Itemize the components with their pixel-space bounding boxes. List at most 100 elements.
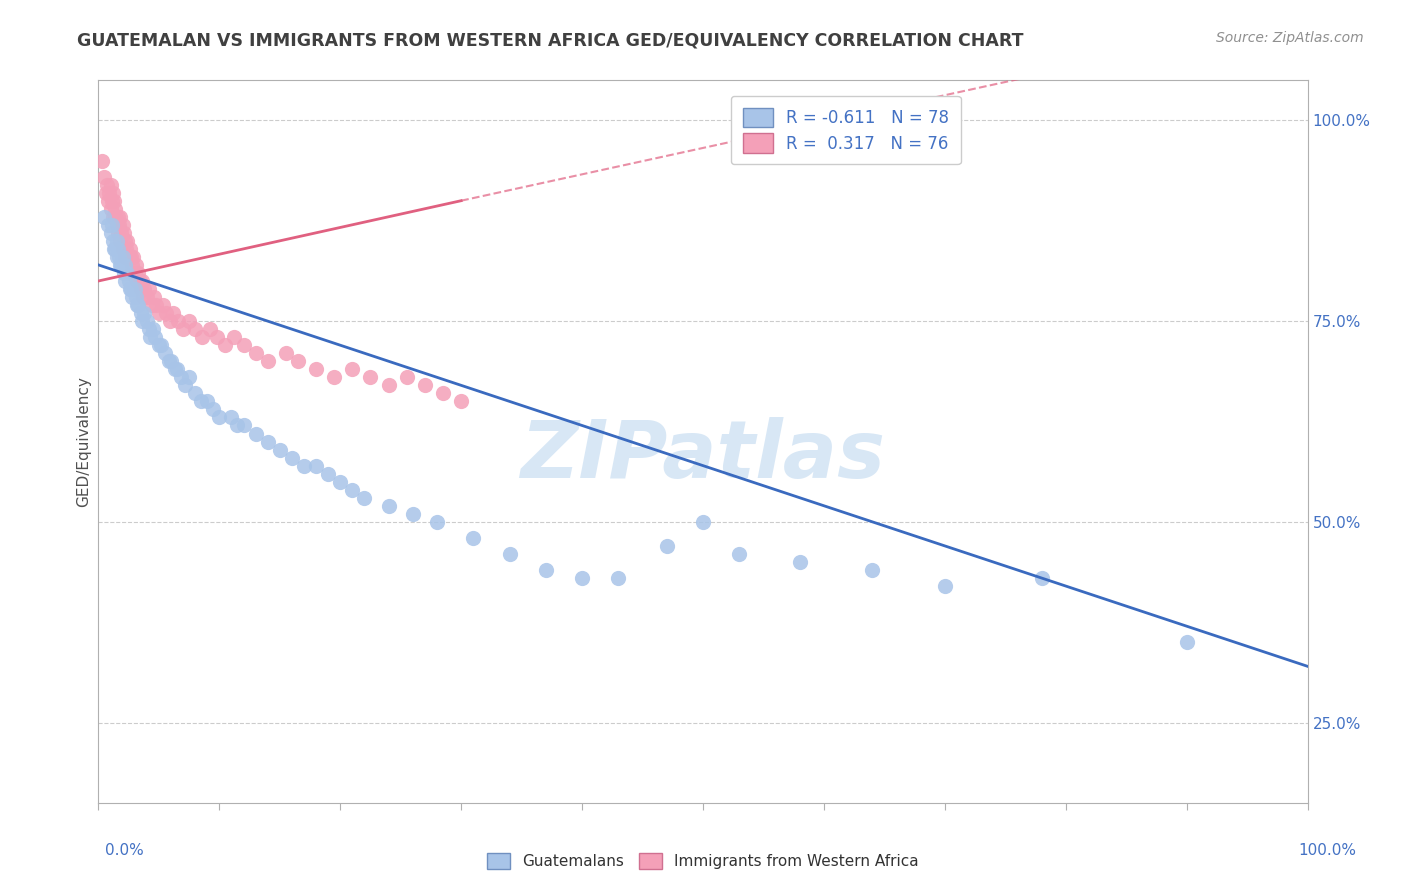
Point [110,258,132,272]
Point [127,266,149,280]
Point [214,338,236,352]
Point [184,386,207,401]
Point [94,186,117,200]
Point [498,547,520,561]
Point [153,346,176,360]
Point [129,282,152,296]
Point [571,571,593,585]
Text: 100.0%: 100.0% [1299,843,1357,858]
Point [191,330,214,344]
Point [114,258,136,272]
Point [96,178,118,192]
Point [128,274,150,288]
Point [402,507,425,521]
Point [132,290,155,304]
Point [353,491,375,505]
Point [124,282,146,296]
Point [269,442,291,457]
Point [139,330,162,344]
Point [118,282,141,296]
Point [134,306,156,320]
Point [97,218,120,232]
Point [157,354,180,368]
Text: Source: ZipAtlas.com: Source: ZipAtlas.com [1216,31,1364,45]
Point [323,370,346,384]
Point [115,242,138,256]
Point [395,370,418,384]
Point [127,298,149,312]
Point [232,418,254,433]
Point [208,410,231,425]
Text: GUATEMALAN VS IMMIGRANTS FROM WESTERN AFRICA GED/EQUIVALENCY CORRELATION CHART: GUATEMALAN VS IMMIGRANTS FROM WESTERN AF… [77,31,1024,49]
Point [114,250,136,264]
Point [155,306,177,320]
Point [1175,635,1198,649]
Point [148,338,170,352]
Point [124,266,146,280]
Point [342,483,364,497]
Legend: Guatemalans, Immigrants from Western Africa: Guatemalans, Immigrants from Western Afr… [481,847,925,875]
Point [117,234,139,248]
Point [655,539,678,553]
Point [728,547,751,561]
Point [100,226,122,240]
Point [226,418,249,433]
Point [108,250,131,264]
Text: ZIPatlas: ZIPatlas [520,417,886,495]
Point [172,322,194,336]
Point [232,338,254,352]
Point [179,314,201,328]
Point [159,314,181,328]
Point [104,242,127,256]
Point [256,434,278,449]
Point [111,218,134,232]
Point [105,234,128,248]
Point [205,330,228,344]
Point [329,475,352,489]
Point [195,394,218,409]
Point [107,242,129,256]
Point [108,234,131,248]
Point [450,394,472,409]
Point [105,250,128,264]
Point [107,226,129,240]
Point [104,210,127,224]
Point [143,290,166,304]
Point [342,362,364,376]
Point [120,266,142,280]
Point [287,354,309,368]
Point [377,499,399,513]
Point [134,282,156,296]
Point [118,242,141,256]
Point [162,306,184,320]
Point [98,186,121,200]
Point [274,346,297,360]
Point [125,290,148,304]
Point [121,258,143,272]
Point [145,298,167,312]
Point [142,322,165,336]
Point [100,178,122,192]
Point [163,362,186,376]
Point [112,266,135,280]
Point [202,402,225,417]
Point [463,531,485,545]
Point [120,282,142,296]
Point [360,370,382,384]
Point [114,274,136,288]
Point [184,322,207,336]
Point [103,194,125,208]
Point [127,274,149,288]
Point [100,194,122,208]
Point [120,250,142,264]
Point [108,210,131,224]
Point [143,330,166,344]
Point [129,306,152,320]
Point [114,234,136,248]
Point [118,250,141,264]
Point [107,210,129,224]
Point [1031,571,1053,585]
Point [121,290,143,304]
Point [108,218,131,232]
Point [101,234,124,248]
